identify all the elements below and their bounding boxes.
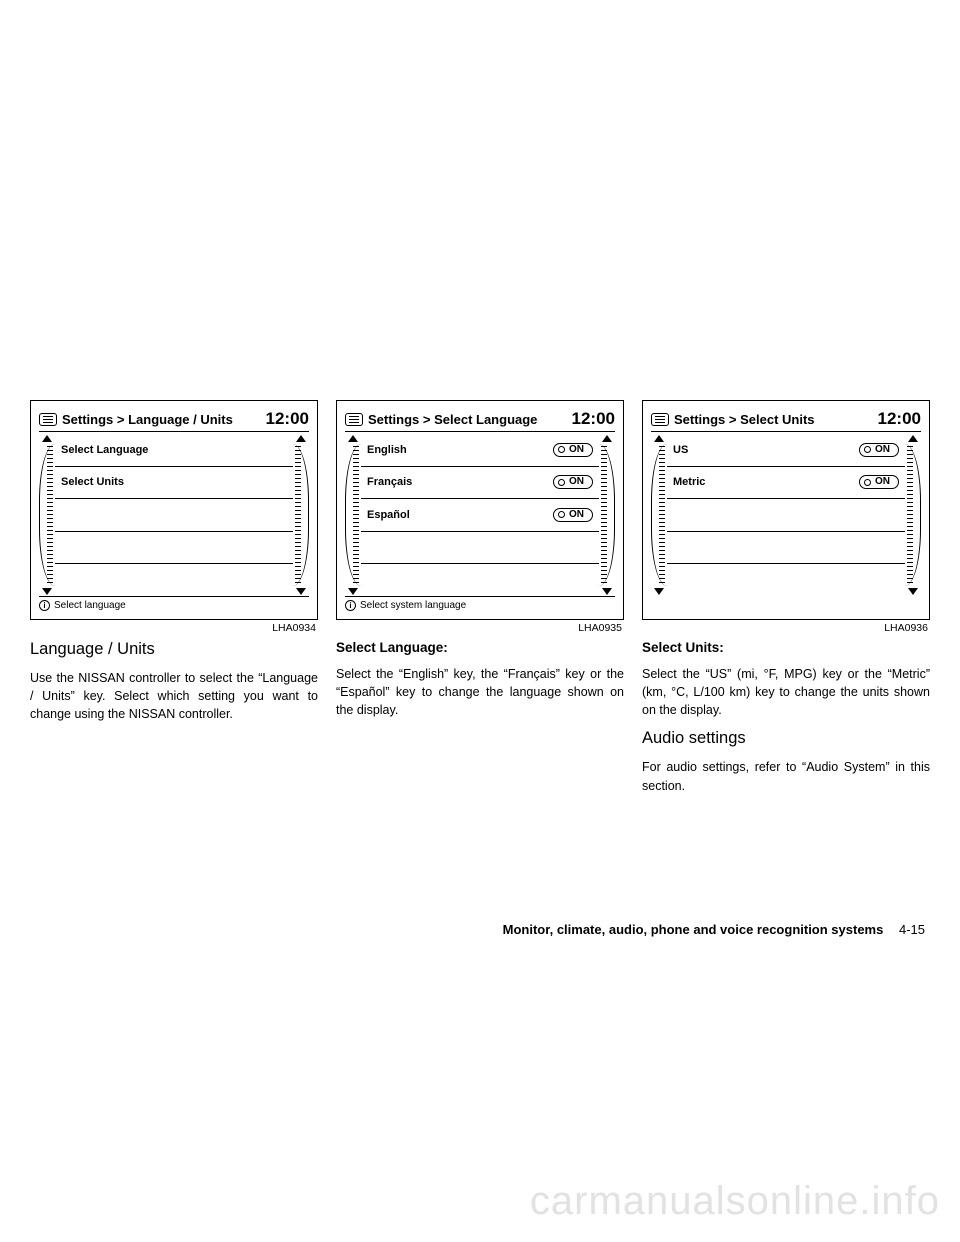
figure-select-language: Settings > Select Language 12:00 English…	[336, 400, 624, 620]
screen-header: Settings > Language / Units 12:00	[39, 409, 309, 432]
footer-text: Select language	[54, 600, 126, 611]
figure-id: LHA0934	[30, 622, 318, 634]
section-title: Monitor, climate, audio, phone and voice…	[503, 922, 884, 937]
row-label: Français	[367, 476, 412, 488]
breadcrumb: Settings > Select Units	[674, 412, 878, 427]
figure-select-units: Settings > Select Units 12:00 US ON Metr…	[642, 400, 930, 620]
scroll-rail-right	[599, 434, 615, 596]
screen-header: Settings > Select Units 12:00	[651, 409, 921, 432]
column-2: Settings > Select Language 12:00 English…	[336, 400, 624, 805]
info-icon: i	[39, 600, 50, 611]
scroll-rail-left	[651, 434, 667, 596]
page-footer: Monitor, climate, audio, phone and voice…	[503, 922, 925, 937]
toggle-on[interactable]: ON	[553, 443, 593, 457]
scroll-rail-right	[293, 434, 309, 596]
scroll-rail-left	[345, 434, 361, 596]
row-label: Español	[367, 509, 410, 521]
menu-rows: English ON Français ON Español ON	[361, 434, 599, 596]
toggle-on[interactable]: ON	[859, 475, 899, 489]
page-content: Settings > Language / Units 12:00 Select…	[0, 0, 960, 805]
row-francais[interactable]: Français ON	[361, 467, 599, 500]
row-label: US	[673, 444, 688, 456]
row-empty	[55, 564, 293, 596]
heading-audio-settings: Audio settings	[642, 729, 930, 748]
menu-icon	[345, 413, 363, 426]
row-label: English	[367, 444, 407, 456]
heading-select-units: Select Units:	[642, 640, 930, 655]
row-label: Select Language	[61, 444, 148, 456]
clock: 12:00	[266, 409, 309, 429]
scroll-rail-right	[905, 434, 921, 596]
toggle-on[interactable]: ON	[859, 443, 899, 457]
row-english[interactable]: English ON	[361, 434, 599, 467]
row-espanol[interactable]: Español ON	[361, 499, 599, 532]
page-number: 4-15	[899, 922, 925, 937]
row-us[interactable]: US ON	[667, 434, 905, 467]
column-1: Settings > Language / Units 12:00 Select…	[30, 400, 318, 805]
row-select-language[interactable]: Select Language	[55, 434, 293, 467]
heading-language-units: Language / Units	[30, 640, 318, 659]
heading-select-language: Select Language:	[336, 640, 624, 655]
figure-language-units: Settings > Language / Units 12:00 Select…	[30, 400, 318, 620]
menu-icon	[651, 413, 669, 426]
breadcrumb: Settings > Language / Units	[62, 412, 266, 427]
row-empty	[55, 499, 293, 532]
row-metric[interactable]: Metric ON	[667, 467, 905, 500]
breadcrumb: Settings > Select Language	[368, 412, 572, 427]
menu-rows: Select Language Select Units	[55, 434, 293, 596]
row-label: Metric	[673, 476, 705, 488]
row-empty	[667, 564, 905, 596]
menu-rows: US ON Metric ON	[667, 434, 905, 596]
watermark: carmanualsonline.info	[530, 1179, 940, 1224]
toggle-on[interactable]: ON	[553, 508, 593, 522]
row-label: Select Units	[61, 476, 124, 488]
paragraph: Use the NISSAN controller to select the …	[30, 669, 318, 723]
row-empty	[667, 499, 905, 532]
clock: 12:00	[572, 409, 615, 429]
row-empty	[55, 532, 293, 565]
figure-id: LHA0935	[336, 622, 624, 634]
paragraph: Select the “English” key, the “Français”…	[336, 665, 624, 719]
footer-text: Select system language	[360, 600, 466, 611]
menu-icon	[39, 413, 57, 426]
toggle-on[interactable]: ON	[553, 475, 593, 489]
screen-footer: i Select system language	[345, 596, 615, 611]
info-icon: i	[345, 600, 356, 611]
screen-header: Settings > Select Language 12:00	[345, 409, 615, 432]
row-select-units[interactable]: Select Units	[55, 467, 293, 500]
paragraph: Select the “US” (mi, °F, MPG) key or the…	[642, 665, 930, 719]
scroll-rail-left	[39, 434, 55, 596]
figure-id: LHA0936	[642, 622, 930, 634]
column-3: Settings > Select Units 12:00 US ON Metr…	[642, 400, 930, 805]
row-empty	[667, 532, 905, 565]
screen-footer: i Select language	[39, 596, 309, 611]
row-empty	[361, 532, 599, 565]
row-empty	[361, 564, 599, 596]
clock: 12:00	[878, 409, 921, 429]
paragraph: For audio settings, refer to “Audio Syst…	[642, 758, 930, 794]
